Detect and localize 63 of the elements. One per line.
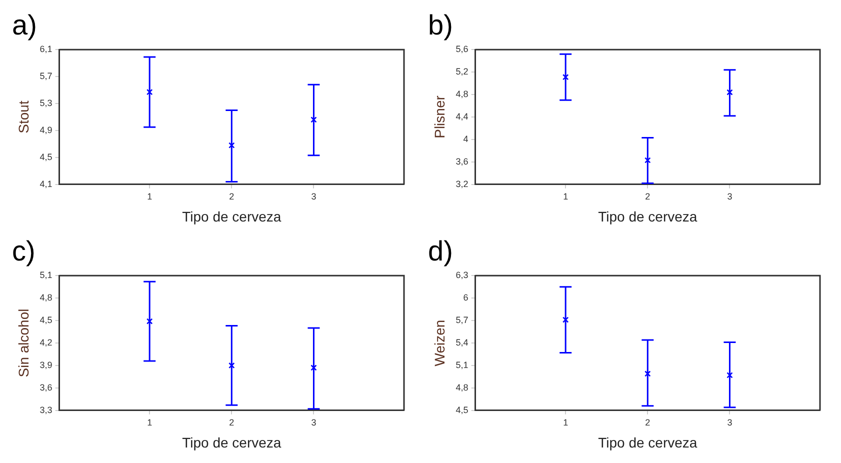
- y-tick-label: 4,2: [40, 337, 52, 348]
- x-tick-label: 3: [311, 191, 316, 202]
- point: [146, 88, 153, 96]
- point: [146, 318, 153, 324]
- x-tick-label: 1: [147, 417, 152, 428]
- y-tick-label: 6,1: [40, 44, 52, 54]
- y-tick-label: 5,6: [456, 44, 468, 54]
- y-tick-label: 6: [463, 292, 468, 303]
- x-tick-label: 2: [229, 417, 234, 428]
- y-tick-label: 4,1: [40, 178, 52, 189]
- point: [562, 74, 569, 80]
- y-tick-label: 4,9: [40, 124, 52, 135]
- y-tick-label: 5,2: [456, 66, 468, 77]
- chart-title: a): [12, 10, 37, 41]
- y-tick-label: 4,5: [456, 404, 468, 415]
- x-tick-label: 2: [645, 191, 650, 202]
- x-tick-label: 2: [229, 191, 234, 202]
- point: [310, 364, 317, 371]
- x-tick-label: 3: [311, 417, 316, 428]
- x-axis-title: Tipo de cerveza: [182, 434, 282, 450]
- x-tick-label: 3: [727, 417, 732, 428]
- x-tick-label: 1: [563, 191, 568, 202]
- y-tick-label: 6,3: [456, 270, 468, 280]
- y-tick-label: 4,4: [456, 111, 468, 122]
- y-tick-label: 4,5: [40, 315, 52, 326]
- y-axis-title: Stout: [15, 100, 32, 134]
- point: [644, 370, 651, 377]
- chart-title: c): [12, 236, 36, 267]
- point: [644, 157, 651, 164]
- y-tick-label: 5,1: [40, 270, 52, 280]
- y-tick-label: 3,9: [40, 360, 52, 370]
- x-tick-label: 1: [563, 417, 568, 428]
- x-axis-title: Tipo de cerveza: [598, 208, 698, 224]
- y-tick-label: 4: [463, 134, 468, 144]
- y-tick-label: 3,6: [40, 382, 52, 392]
- point: [562, 316, 569, 323]
- x-axis-title: Tipo de cerveza: [598, 434, 698, 450]
- y-tick-label: 3,6: [456, 156, 468, 166]
- y-tick-label: 3,2: [456, 178, 468, 189]
- x-tick-label: 1: [147, 191, 152, 202]
- point: [726, 89, 733, 96]
- point: [310, 116, 317, 123]
- chart-title: d): [428, 236, 453, 267]
- y-tick-label: 3,3: [40, 404, 52, 415]
- x-axis-title: Tipo de cerveza: [182, 208, 282, 224]
- x-tick-label: 2: [645, 417, 650, 428]
- y-tick-label: 5,1: [456, 360, 468, 370]
- y-tick-label: 4,8: [456, 382, 468, 392]
- y-tick-label: 5,7: [40, 71, 52, 82]
- point: [228, 142, 235, 148]
- point: [228, 362, 235, 369]
- y-tick-label: 4,8: [456, 89, 468, 100]
- y-tick-label: 5,4: [456, 337, 468, 348]
- chart-title: b): [428, 10, 453, 41]
- x-tick-label: 3: [727, 191, 732, 202]
- y-axis-title: Sin alcohol: [15, 308, 32, 378]
- point: [726, 372, 733, 378]
- y-tick-label: 4,5: [40, 152, 52, 162]
- y-tick-label: 5,7: [456, 315, 468, 326]
- y-tick-label: 4,8: [40, 292, 52, 303]
- y-tick-label: 5,3: [40, 98, 52, 108]
- y-axis-title: Weizen: [431, 320, 448, 366]
- y-axis-title: Plisner: [431, 95, 448, 138]
